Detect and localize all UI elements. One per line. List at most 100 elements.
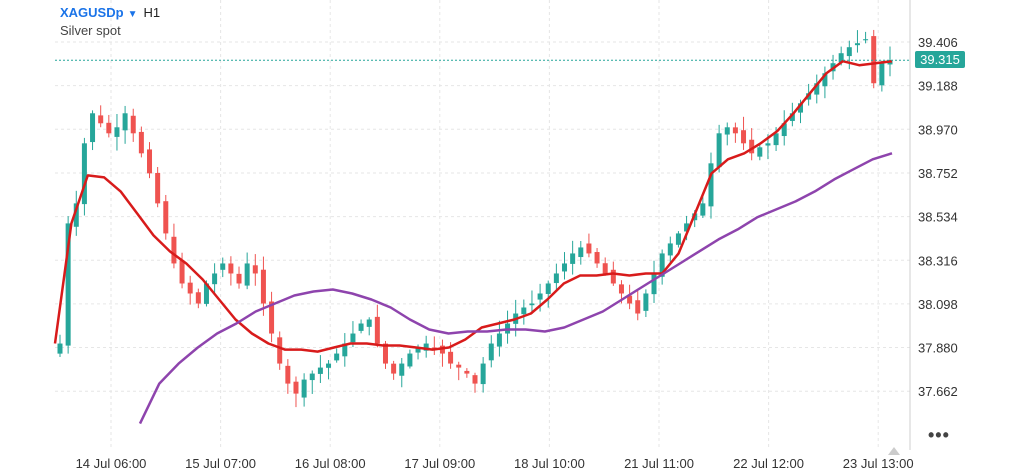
symbol-label[interactable]: XAGUSDp <box>60 5 124 20</box>
candle-body <box>529 303 535 306</box>
candle-body <box>863 39 869 41</box>
candle-body <box>610 269 616 284</box>
candle-body <box>659 253 665 277</box>
x-tick-label: 15 Jul 07:00 <box>185 456 256 471</box>
candle-body <box>627 295 633 304</box>
candle-body <box>106 122 112 134</box>
candle-body <box>618 284 624 294</box>
candle-body <box>521 307 527 315</box>
triangle-down-icon[interactable]: ▼ <box>127 9 138 20</box>
candle-body <box>578 247 584 258</box>
candle-body <box>854 43 860 46</box>
candle-body <box>488 343 494 361</box>
candle-body <box>423 343 429 351</box>
candle-body <box>643 293 649 311</box>
candle-body <box>594 252 600 264</box>
candle-body <box>545 283 551 294</box>
x-tick-label: 23 Jul 13:00 <box>843 456 914 471</box>
candle-body <box>773 133 779 146</box>
candle-body <box>358 323 364 331</box>
x-axis: 14 Jul 06:00 15 Jul 07:00 16 Jul 08:00 17 J… <box>76 456 914 471</box>
candle-body <box>317 367 323 374</box>
candle-body <box>252 265 258 274</box>
x-tick-label: 14 Jul 06:00 <box>76 456 147 471</box>
y-tick-label: 38.752 <box>918 166 958 181</box>
candle-body <box>724 127 730 135</box>
chart-grid <box>55 0 910 450</box>
candle-body <box>326 363 332 368</box>
candle-body <box>391 363 397 374</box>
x-tick-label: 22 Jul 12:00 <box>733 456 804 471</box>
y-axis: 39.406 39.188 38.970 38.752 38.534 38.316 38.0… <box>918 35 958 399</box>
scroll-end-marker[interactable] <box>888 447 900 455</box>
candle-body <box>838 53 844 63</box>
current-price-label: 39.315 <box>915 51 965 69</box>
candle-body <box>553 273 559 284</box>
candle-body <box>382 343 388 364</box>
candle-body <box>570 253 576 264</box>
candle-body <box>138 131 144 154</box>
candle-body <box>269 301 275 334</box>
x-tick-label: 18 Jul 10:00 <box>514 456 585 471</box>
chart-header: XAGUSDp ▼ H1 <box>60 5 160 20</box>
x-tick-label: 16 Jul 08:00 <box>295 456 366 471</box>
candle-body <box>220 263 226 270</box>
candle-body <box>301 379 307 398</box>
candle-body <box>822 73 828 87</box>
candle-body <box>448 351 454 364</box>
candle-body <box>155 172 161 204</box>
candle-body <box>212 273 218 285</box>
candle-body <box>90 113 96 143</box>
candle-body <box>350 333 356 343</box>
candle-body <box>635 300 641 314</box>
candle-body <box>130 115 136 134</box>
candle-body <box>277 337 283 364</box>
candle-body <box>439 345 445 354</box>
candle-body <box>98 115 104 124</box>
candle-body <box>122 113 128 131</box>
y-tick-label: 37.662 <box>918 384 958 399</box>
candle-body <box>789 113 795 121</box>
candle-body <box>537 293 543 300</box>
candlestick-series <box>57 29 893 408</box>
candle-body <box>366 319 372 327</box>
candle-body <box>147 149 153 174</box>
candle-body <box>407 353 413 367</box>
y-tick-label: 38.316 <box>918 253 958 268</box>
x-tick-label: 17 Jul 09:00 <box>404 456 475 471</box>
candle-body <box>797 103 803 113</box>
y-tick-label: 38.098 <box>918 297 958 312</box>
candle-body <box>399 363 405 376</box>
candle-body <box>871 36 877 84</box>
y-tick-label: 39.406 <box>918 35 958 50</box>
candle-body <box>456 364 462 368</box>
candle-body <box>781 123 787 137</box>
y-tick-label: 37.880 <box>918 341 958 356</box>
candle-body <box>293 381 299 394</box>
candle-body <box>667 243 673 256</box>
instrument-description: Silver spot <box>60 23 121 38</box>
candle-body <box>749 139 755 154</box>
moving-average-lines <box>53 59 893 425</box>
candle-body <box>765 143 771 146</box>
candle-body <box>879 63 885 86</box>
candle-body <box>431 347 437 349</box>
candle-body <box>496 333 502 347</box>
candle-body <box>480 363 486 385</box>
x-tick-label: 21 Jul 11:00 <box>624 456 694 471</box>
candle-body <box>586 243 592 254</box>
candle-body <box>228 263 234 274</box>
ellipsis-icon[interactable]: ••• <box>928 425 950 445</box>
candle-body <box>651 273 657 295</box>
candle-body <box>65 223 71 346</box>
candle-body <box>741 130 747 144</box>
candle-body <box>73 203 79 227</box>
candle-body <box>334 353 340 361</box>
timeframe-label[interactable]: H1 <box>143 5 161 20</box>
y-tick-label: 39.188 <box>918 79 958 94</box>
candle-body <box>846 47 852 57</box>
candle-body <box>260 269 266 304</box>
y-tick-label: 38.970 <box>918 122 958 137</box>
candle-body <box>187 282 193 294</box>
